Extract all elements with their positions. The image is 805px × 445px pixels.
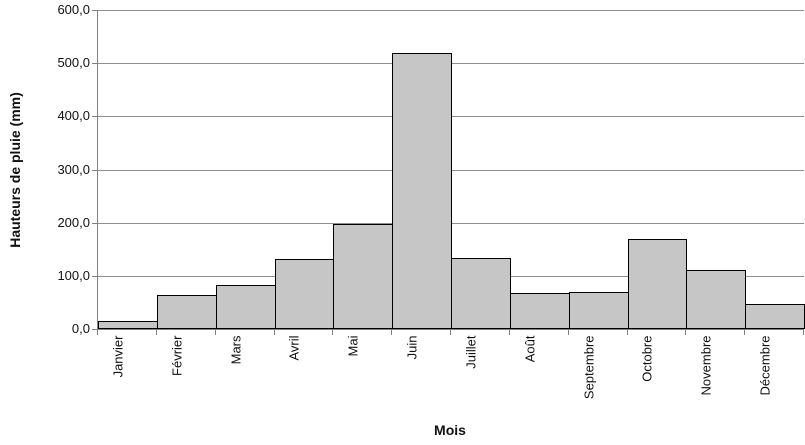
x-tick-mark-7 — [509, 330, 510, 335]
bar-février — [157, 295, 217, 329]
x-category-label-août: Août — [522, 335, 538, 363]
y-tick-label-300: 300,0 — [57, 162, 90, 177]
x-category-label-juin: Juin — [404, 335, 420, 360]
x-tick-mark-6 — [450, 330, 451, 335]
y-tick-label-100: 100,0 — [57, 268, 90, 283]
x-tick-mark-0 — [97, 330, 98, 335]
plot-area — [97, 10, 805, 330]
x-tick-mark-2 — [215, 330, 216, 335]
x-category-label-mars: Mars — [228, 335, 244, 365]
x-category-label-octobre: Octobre — [639, 335, 655, 382]
y-tick-mark-600 — [92, 10, 97, 11]
bar-juillet — [451, 258, 511, 329]
bar-avril — [275, 259, 334, 329]
y-tick-mark-500 — [92, 63, 97, 64]
x-tick-mark-9 — [627, 330, 628, 335]
bar-décembre — [745, 304, 805, 329]
x-category-label-février: Février — [169, 335, 185, 376]
gridline-600 — [98, 10, 804, 11]
x-category-label-mai: Mai — [345, 335, 361, 357]
y-tick-label-400: 400,0 — [57, 108, 90, 123]
x-category-label-janvier: Janvier — [110, 335, 126, 378]
x-category-label-septembre: Septembre — [581, 335, 597, 400]
x-tick-mark-1 — [156, 330, 157, 335]
bar-juin — [392, 53, 452, 329]
x-tick-mark-12 — [803, 330, 804, 335]
x-category-label-décembre: Décembre — [757, 335, 773, 396]
x-tick-mark-8 — [568, 330, 569, 335]
bar-août — [510, 293, 570, 329]
y-tick-mark-300 — [92, 170, 97, 171]
x-tick-mark-10 — [685, 330, 686, 335]
x-category-label-juillet: Juillet — [463, 335, 479, 369]
y-tick-mark-100 — [92, 276, 97, 277]
bar-novembre — [686, 270, 746, 329]
x-tick-mark-3 — [274, 330, 275, 335]
x-category-label-avril: Avril — [286, 335, 302, 361]
bar-mai — [333, 224, 393, 329]
y-tick-mark-0 — [92, 329, 97, 330]
x-category-label-novembre: Novembre — [698, 335, 714, 396]
x-tick-mark-5 — [391, 330, 392, 335]
x-axis-title: Mois — [434, 422, 466, 438]
y-tick-label-500: 500,0 — [57, 55, 90, 70]
y-tick-mark-200 — [92, 223, 97, 224]
bar-octobre — [628, 239, 687, 329]
bar-septembre — [569, 292, 629, 329]
y-tick-label-0: 0,0 — [71, 321, 90, 336]
bar-mars — [216, 285, 276, 329]
x-tick-mark-11 — [744, 330, 745, 335]
bar-janvier — [98, 321, 158, 329]
y-tick-mark-400 — [92, 116, 97, 117]
y-tick-label-200: 200,0 — [57, 215, 90, 230]
x-tick-mark-4 — [332, 330, 333, 335]
y-tick-label-600: 600,0 — [57, 2, 90, 17]
